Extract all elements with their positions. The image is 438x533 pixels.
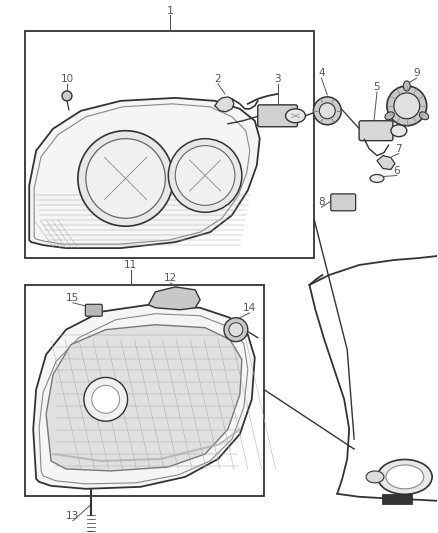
- Polygon shape: [33, 305, 255, 489]
- Polygon shape: [46, 325, 242, 471]
- Circle shape: [78, 131, 173, 226]
- Ellipse shape: [378, 459, 432, 494]
- Circle shape: [168, 139, 242, 212]
- FancyBboxPatch shape: [359, 121, 393, 141]
- Text: 8: 8: [318, 197, 325, 207]
- Circle shape: [62, 91, 72, 101]
- Text: 4: 4: [318, 68, 325, 78]
- Ellipse shape: [403, 81, 410, 91]
- Text: 6: 6: [394, 166, 400, 175]
- Text: 15: 15: [66, 293, 80, 303]
- FancyBboxPatch shape: [382, 494, 412, 504]
- Bar: [25, 31, 314, 258]
- Text: 3: 3: [274, 74, 281, 84]
- Ellipse shape: [386, 465, 424, 489]
- Ellipse shape: [419, 112, 429, 120]
- Text: 5: 5: [374, 82, 380, 92]
- Polygon shape: [215, 97, 234, 112]
- Circle shape: [92, 385, 120, 413]
- Circle shape: [229, 322, 243, 337]
- Circle shape: [86, 531, 96, 533]
- Text: 10: 10: [60, 74, 74, 84]
- Circle shape: [84, 377, 127, 421]
- FancyBboxPatch shape: [258, 105, 297, 127]
- Text: 9: 9: [413, 68, 420, 78]
- Circle shape: [394, 93, 420, 119]
- Text: 13: 13: [66, 511, 80, 521]
- FancyBboxPatch shape: [85, 304, 102, 316]
- Polygon shape: [377, 156, 395, 169]
- Circle shape: [387, 86, 427, 126]
- Ellipse shape: [286, 109, 305, 123]
- Circle shape: [224, 318, 248, 342]
- Text: 11: 11: [124, 260, 137, 270]
- Text: 1: 1: [167, 6, 174, 17]
- Text: 12: 12: [164, 273, 177, 283]
- Circle shape: [86, 139, 165, 218]
- Text: 14: 14: [243, 303, 256, 313]
- Ellipse shape: [391, 125, 407, 136]
- Bar: [25, 285, 264, 496]
- Circle shape: [314, 97, 341, 125]
- Polygon shape: [148, 287, 200, 310]
- FancyBboxPatch shape: [331, 194, 356, 211]
- Text: 7: 7: [396, 143, 402, 154]
- Ellipse shape: [366, 471, 384, 483]
- Circle shape: [175, 146, 235, 205]
- Polygon shape: [29, 98, 260, 248]
- Ellipse shape: [385, 112, 394, 120]
- Ellipse shape: [370, 174, 384, 182]
- Circle shape: [319, 103, 335, 119]
- Text: 2: 2: [215, 74, 221, 84]
